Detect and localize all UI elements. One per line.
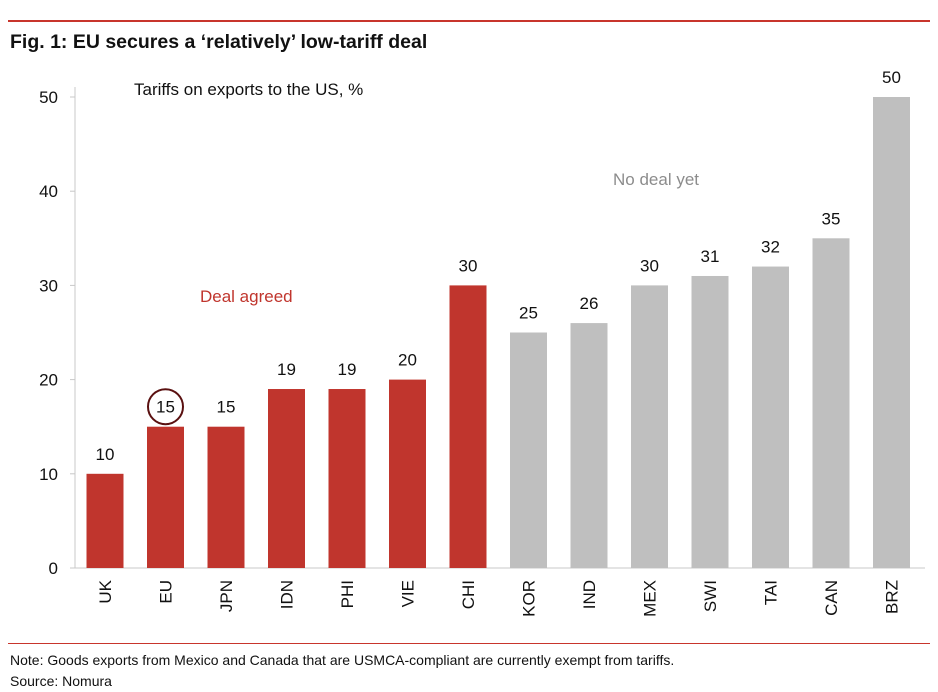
- value-label-swi: 31: [701, 247, 720, 266]
- category-label-jpn: JPN: [217, 580, 236, 612]
- category-label-vie: VIE: [399, 580, 418, 607]
- value-label-uk: 10: [96, 445, 115, 464]
- category-label-chi: CHI: [459, 580, 478, 609]
- bar-kor: [510, 332, 547, 568]
- bar-tai: [752, 266, 789, 568]
- value-label-eu: 15: [156, 398, 175, 417]
- highlight-ring-eu: [147, 388, 184, 426]
- value-label-kor: 25: [519, 304, 538, 323]
- bottom-rule: [8, 643, 930, 644]
- figure-title: Fig. 1: EU secures a ‘relatively’ low-ta…: [10, 31, 428, 53]
- bar-ind: [570, 323, 608, 568]
- bar-eu: [147, 426, 184, 568]
- annotation-no-deal-yet: No deal yet: [613, 170, 699, 189]
- tariff-bar-chart: 0 10 20 30 40 50 Tariffs on exports to the US,…: [39, 68, 925, 617]
- value-label-mex: 30: [640, 256, 659, 275]
- category-label-mex: MEX: [641, 580, 660, 617]
- value-label-jpn: 15: [217, 398, 236, 417]
- bar-chi: [449, 285, 487, 568]
- value-label-brz: 50: [882, 68, 901, 87]
- value-label-ind: 26: [580, 294, 599, 313]
- y-tick-label: 10: [39, 465, 58, 484]
- y-tick-label: 50: [39, 88, 58, 107]
- y-tick-label: 40: [39, 182, 58, 201]
- category-label-eu: EU: [157, 580, 176, 604]
- value-label-can: 35: [822, 209, 841, 228]
- bar-jpn: [207, 426, 245, 568]
- bar-brz: [873, 97, 910, 568]
- annotation-deal-agreed: Deal agreed: [200, 287, 293, 306]
- category-label-tai: TAI: [762, 580, 781, 605]
- category-label-idn: IDN: [278, 580, 297, 609]
- bar-can: [812, 238, 850, 569]
- y-tick-label: 20: [39, 371, 58, 390]
- bar-idn: [268, 389, 305, 568]
- bar-mex: [631, 285, 668, 568]
- category-label-brz: BRZ: [883, 580, 902, 614]
- bar-phi: [328, 389, 366, 568]
- value-label-phi: 19: [338, 360, 357, 379]
- y-axis-title: Tariffs on exports to the US, %: [134, 80, 363, 99]
- value-label-vie: 20: [398, 351, 417, 370]
- bar-uk: [86, 473, 124, 568]
- value-label-tai: 32: [761, 238, 780, 257]
- y-tick-label: 0: [49, 559, 58, 578]
- y-tick-label: 30: [39, 276, 58, 295]
- category-label-kor: KOR: [520, 580, 539, 617]
- source-line: Source: Nomura: [10, 673, 112, 689]
- bar-vie: [389, 379, 426, 568]
- top-rule: [8, 20, 930, 22]
- category-label-uk: UK: [96, 579, 115, 603]
- value-label-chi: 30: [459, 256, 478, 275]
- value-label-idn: 19: [277, 360, 296, 379]
- category-label-swi: SWI: [701, 580, 720, 612]
- bar-swi: [691, 275, 729, 568]
- category-label-ind: IND: [580, 580, 599, 609]
- footnote: Note: Goods exports from Mexico and Cana…: [10, 652, 675, 668]
- category-label-can: CAN: [822, 580, 841, 616]
- category-label-phi: PHI: [338, 580, 357, 608]
